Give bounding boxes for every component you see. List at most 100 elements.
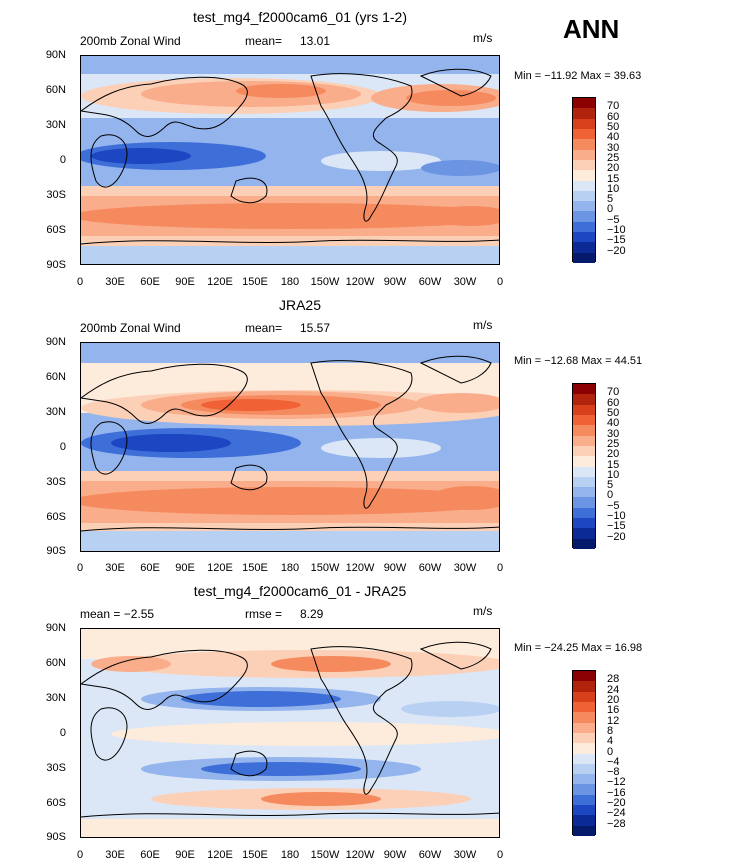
panel2-lon-30e: 30E <box>105 562 125 574</box>
colorbar-swatch <box>573 425 595 436</box>
panel2-lat-60n: 60N <box>45 371 66 383</box>
panel3-map <box>80 628 500 838</box>
panel3-lat-30s: 30S <box>46 762 66 774</box>
colorbar-label: 4 <box>607 735 614 748</box>
panel2-lon-0-end: 0 <box>496 562 504 574</box>
colorbar-swatch <box>573 732 595 744</box>
colorbar-swatch <box>573 681 595 692</box>
panel1-lat-0: 0 <box>59 154 66 166</box>
colorbar-swatch <box>573 774 595 785</box>
panel2-lat-60s: 60S <box>46 511 66 523</box>
panel1-lon-0: 0 <box>76 276 84 288</box>
panel2-lon-60e: 60E <box>140 562 160 574</box>
colorbar-label: 60 <box>607 110 620 123</box>
panel1-lat-60n: 60N <box>45 84 66 96</box>
panel1-lon-150w: 150W <box>310 276 340 288</box>
colorbar-swatch <box>573 691 595 702</box>
panel2-lon-120w: 120W <box>345 562 375 574</box>
colorbar-label: 8 <box>607 724 614 737</box>
panel1-units: m/s <box>473 31 493 45</box>
panel3-lon-120w: 120W <box>345 849 375 861</box>
panel1-lat-90s: 90S <box>46 259 66 271</box>
panel1-mean-label: mean= <box>245 34 283 48</box>
colorbar-label: 10 <box>607 468 620 481</box>
colorbar-swatch <box>573 507 595 519</box>
colorbar-label: 20 <box>607 162 620 175</box>
panel1-lon-60w: 60W <box>418 276 442 288</box>
panel2-lon-60w: 60W <box>418 562 442 574</box>
colorbar-label: 20 <box>607 693 620 706</box>
colorbar-label: 10 <box>607 182 620 195</box>
panel2-minmax: Min = −12.68 Max = 44.51 <box>514 355 643 367</box>
panel1-lat-60s: 60S <box>46 224 66 236</box>
panel2-lon-90e: 90E <box>175 562 195 574</box>
colorbar-label: −20 <box>607 797 626 810</box>
colorbar-swatch <box>573 221 595 233</box>
colorbar-swatch <box>573 671 595 682</box>
colorbar-swatch <box>573 139 595 150</box>
colorbar-label: 24 <box>607 683 620 696</box>
colorbar-swatch <box>573 252 595 263</box>
colorbar-label: 28 <box>607 673 620 686</box>
colorbar-swatch <box>573 201 595 212</box>
colorbar-swatch <box>573 712 595 723</box>
colorbar-label: 0 <box>607 489 614 502</box>
panel1-lon-60e: 60E <box>140 276 160 288</box>
panel3-lon-150e: 150E <box>242 849 268 861</box>
panel1-lon-30w: 30W <box>453 276 477 288</box>
panel3-rmse-label: rmse = <box>245 607 283 621</box>
colorbar-label: −15 <box>607 234 626 247</box>
panel3-minmax: Min = −24.25 Max = 16.98 <box>514 642 643 654</box>
colorbar-label: 15 <box>607 458 620 471</box>
colorbar-label: −24 <box>607 807 626 820</box>
panel2-lat-0: 0 <box>59 441 66 453</box>
colorbar-label: −8 <box>607 766 620 779</box>
panel3-units: m/s <box>473 604 493 618</box>
colorbar-swatch <box>573 404 595 415</box>
panel3-lon-120e: 120E <box>207 849 233 861</box>
panel1-lon-30e: 30E <box>105 276 125 288</box>
colorbar-swatch <box>573 435 595 446</box>
colorbar-swatch <box>573 466 595 477</box>
panel2-lon-180: 180 <box>280 562 300 574</box>
colorbar-swatch <box>573 180 595 191</box>
colorbar-label: 0 <box>607 745 614 758</box>
colorbar-label: −4 <box>607 755 620 768</box>
panel3-lon-180: 180 <box>280 849 300 861</box>
colorbar-swatch <box>573 128 595 140</box>
panel3-lon-90w: 90W <box>383 849 407 861</box>
colorbar-label: 25 <box>607 151 620 164</box>
colorbar-label: 50 <box>607 406 620 419</box>
panel3-lat-60n: 60N <box>45 657 66 669</box>
panel1-lon-150e: 150E <box>242 276 268 288</box>
colorbar-swatch <box>573 763 595 775</box>
panel3-lon-60w: 60W <box>418 849 442 861</box>
colorbar-swatch <box>573 743 595 754</box>
colorbar-label: 60 <box>607 396 620 409</box>
colorbar-swatch <box>573 805 595 816</box>
panel3-lon-150w: 150W <box>310 849 340 861</box>
colorbar-swatch <box>573 815 595 826</box>
colorbar-label: 30 <box>607 427 620 440</box>
colorbar-label: −10 <box>607 510 626 523</box>
panel3-lat-0: 0 <box>59 727 66 739</box>
colorbar-label: 50 <box>607 120 620 133</box>
panel2-title: JRA25 <box>278 297 322 313</box>
colorbar-swatch <box>573 518 595 529</box>
colorbar-swatch <box>573 98 595 109</box>
colorbar-swatch <box>573 825 595 836</box>
panel1-lat-30n: 30N <box>45 119 66 131</box>
colorbar-swatch <box>573 476 595 488</box>
colorbar-swatch <box>573 384 595 395</box>
panel1-lat-30s: 30S <box>46 189 66 201</box>
colorbar-label: 15 <box>607 172 620 185</box>
colorbar-swatch <box>573 784 595 795</box>
panel2-lon-90w: 90W <box>383 562 407 574</box>
colorbar-swatch <box>573 242 595 253</box>
panel2-variable-label: 200mb Zonal Wind <box>80 321 181 335</box>
panel1-variable-label: 200mb Zonal Wind <box>80 34 181 48</box>
colorbar-swatch <box>573 445 595 457</box>
panel1-title: test_mg4_f2000cam6_01 (yrs 1-2) <box>193 9 407 25</box>
colorbar-label: 5 <box>607 479 614 492</box>
panel2-lon-0: 0 <box>76 562 84 574</box>
